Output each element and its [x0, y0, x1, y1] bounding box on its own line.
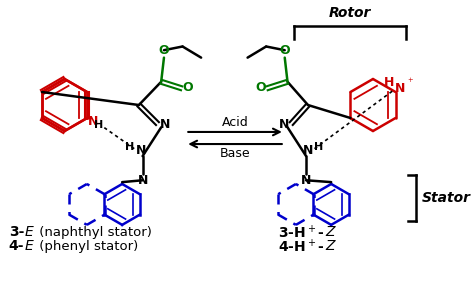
Text: (naphthyl stator): (naphthyl stator): [35, 226, 152, 239]
Text: Stator: Stator: [421, 191, 470, 205]
Text: 4-: 4-: [9, 239, 24, 253]
Text: (phenyl stator): (phenyl stator): [35, 240, 138, 253]
Text: O: O: [183, 81, 193, 94]
Text: H: H: [125, 142, 134, 152]
Text: Acid: Acid: [222, 116, 249, 129]
Text: N: N: [88, 115, 98, 128]
Text: $E$: $E$: [24, 239, 35, 253]
Text: N: N: [137, 174, 148, 187]
Text: N: N: [136, 144, 146, 157]
Text: H: H: [384, 76, 394, 89]
Text: O: O: [159, 44, 169, 57]
Text: $Z$: $Z$: [325, 239, 337, 253]
Text: Base: Base: [220, 147, 251, 160]
Text: $E$: $E$: [24, 225, 35, 239]
Text: H: H: [314, 142, 324, 152]
Text: O: O: [279, 44, 290, 57]
Text: Rotor: Rotor: [328, 6, 371, 21]
Text: O: O: [255, 81, 266, 94]
Text: 3-H$^+$-: 3-H$^+$-: [278, 224, 325, 241]
Text: N: N: [303, 144, 313, 157]
Text: 4-H$^+$-: 4-H$^+$-: [278, 238, 325, 255]
Text: N: N: [301, 174, 311, 187]
Text: N: N: [395, 82, 406, 95]
Text: $Z$: $Z$: [325, 225, 337, 239]
Text: N: N: [160, 118, 170, 131]
Text: N: N: [279, 118, 289, 131]
Text: H: H: [94, 120, 103, 130]
Text: $^+$: $^+$: [406, 78, 414, 88]
Text: 3-: 3-: [9, 225, 24, 239]
